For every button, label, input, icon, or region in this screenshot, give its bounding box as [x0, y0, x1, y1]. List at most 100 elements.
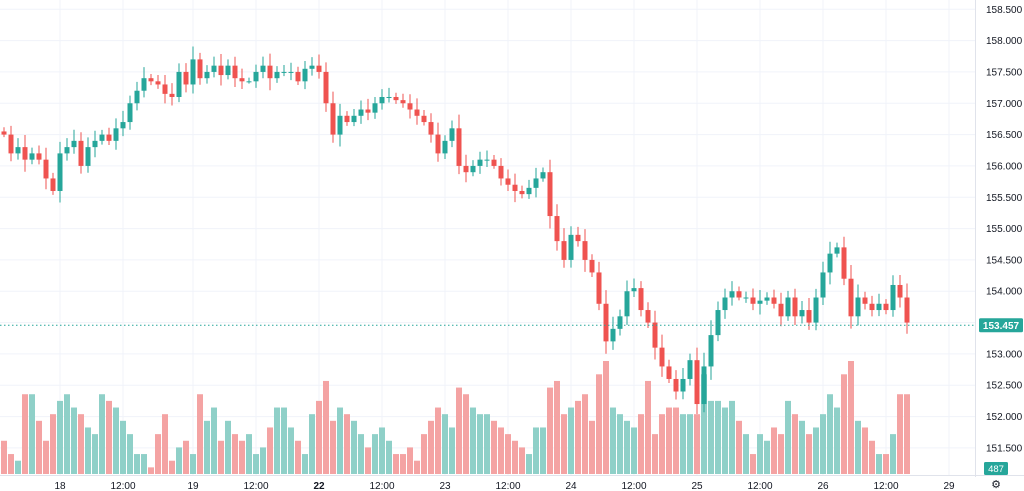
- candle-body: [645, 310, 651, 323]
- candle-body: [526, 187, 532, 195]
- price-tick-label: 155.000: [986, 224, 1023, 235]
- candle-body: [106, 134, 112, 141]
- candle-body: [750, 297, 756, 304]
- price-tick-label: 157.000: [986, 99, 1023, 110]
- volume-bar: [736, 420, 742, 474]
- price-axis[interactable]: 151.500152.000152.500153.000153.500154.0…: [986, 5, 1023, 455]
- volume-bar: [561, 414, 567, 474]
- volume-bar: [414, 460, 420, 474]
- candle-body: [890, 284, 896, 311]
- volume-bar: [673, 407, 679, 474]
- volume-bar: [869, 440, 875, 474]
- volume-bar: [176, 447, 182, 474]
- volume-bar: [638, 414, 644, 474]
- volume-bar: [358, 434, 364, 474]
- candle-body: [841, 247, 847, 279]
- volume-bar: [715, 400, 721, 474]
- candle-body: [848, 278, 854, 317]
- volume-bar: [463, 394, 469, 474]
- settings-gear[interactable]: ⚙: [991, 478, 1001, 491]
- candle-body: [155, 81, 161, 85]
- volume-bar: [827, 394, 833, 474]
- candle-body: [330, 103, 336, 135]
- volume-bar: [232, 434, 238, 474]
- candle-body: [561, 241, 567, 260]
- volume-bar: [225, 420, 231, 474]
- candle-body: [232, 65, 238, 79]
- candle-body: [883, 303, 889, 311]
- volume-bar: [50, 414, 56, 474]
- volume-bar: [701, 374, 707, 474]
- volume-bar: [778, 434, 784, 474]
- volume-bar: [274, 407, 280, 474]
- price-tick-label: 152.500: [986, 381, 1023, 392]
- candle-body: [295, 71, 301, 82]
- candle-body: [148, 78, 154, 82]
- volume-bar: [190, 454, 196, 474]
- price-tick-label: 158.000: [986, 36, 1023, 47]
- candle-body: [120, 122, 126, 129]
- candle-body: [715, 310, 721, 336]
- candle-body: [183, 71, 189, 85]
- volume-bar: [99, 394, 105, 474]
- volume-bar: [253, 454, 259, 474]
- time-axis[interactable]: 001812:001912:002212:002312:002412:00251…: [0, 481, 955, 491]
- volume-bar: [148, 467, 154, 474]
- candle-body: [113, 128, 119, 141]
- candle-body: [540, 172, 546, 179]
- volume-bar: [8, 454, 14, 474]
- volume-bar: [211, 407, 217, 474]
- volume-bar: [498, 427, 504, 474]
- volume-bar: [813, 427, 819, 474]
- candle-body: [204, 71, 210, 79]
- volume-bar: [57, 400, 63, 474]
- time-tick-label: 19: [187, 481, 199, 491]
- candle-body: [722, 297, 728, 311]
- volume-bar: [841, 374, 847, 474]
- candle-body: [239, 78, 245, 82]
- volume-bar: [71, 407, 77, 474]
- gear-icon[interactable]: ⚙: [991, 478, 1001, 491]
- volume-bar: [484, 414, 490, 474]
- time-tick-label: 12:00: [243, 481, 268, 491]
- volume-bar: [729, 400, 735, 474]
- candle-body: [687, 360, 693, 379]
- volume-bar: [183, 440, 189, 474]
- volume-bar: [834, 407, 840, 474]
- candle-body: [225, 65, 231, 76]
- volume-bar: [687, 414, 693, 474]
- volume-bar: [309, 414, 315, 474]
- volume-bar: [22, 394, 28, 474]
- volume-bar: [316, 400, 322, 474]
- candle-body: [50, 178, 56, 191]
- volume-bar: [575, 400, 581, 474]
- volume-bar: [281, 407, 287, 474]
- candle-body: [337, 115, 343, 135]
- volume-bar: [533, 427, 539, 474]
- candle-body: [631, 288, 637, 292]
- price-tick-label: 156.000: [986, 161, 1023, 172]
- candles: [1, 46, 910, 415]
- volume-bar: [722, 407, 728, 474]
- candle-body: [505, 178, 511, 185]
- volume-bar: [43, 440, 49, 474]
- candle-body: [22, 147, 28, 160]
- candle-body: [64, 147, 70, 154]
- candle-body: [393, 96, 399, 101]
- volume-bar: [428, 420, 434, 474]
- candle-body: [533, 178, 539, 188]
- volume-bar: [596, 374, 602, 474]
- last-price-label: 153.457: [983, 321, 1020, 332]
- time-tick-label: 18: [54, 481, 66, 491]
- time-tick-label: 12:00: [747, 481, 772, 491]
- volume-bar: [449, 427, 455, 474]
- volume-bar: [267, 427, 273, 474]
- candle-body: [92, 140, 98, 148]
- volume-bar: [386, 440, 392, 474]
- volume-bar: [1, 440, 7, 474]
- volume-bar: [421, 434, 427, 474]
- volume-bar: [799, 420, 805, 474]
- volume-bar: [750, 454, 756, 474]
